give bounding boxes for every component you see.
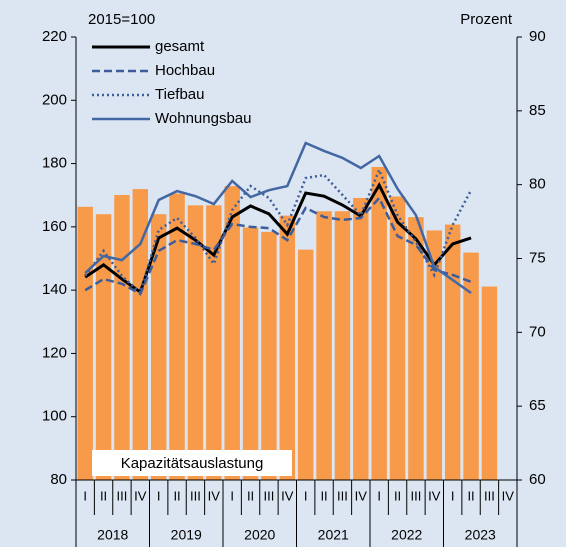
y-tick-label: 200 (42, 91, 67, 108)
x-tick-label: I (230, 488, 234, 503)
x-tick-label: III (484, 488, 495, 503)
bar (279, 215, 296, 480)
x-tick-label: IV (502, 488, 515, 503)
y-tick-label: 180 (42, 155, 67, 172)
y2-tick-label: 70 (529, 323, 546, 340)
year-label: 2021 (318, 527, 349, 543)
legend-label: Wohnungsbau (155, 110, 251, 127)
bar (389, 196, 406, 481)
bar (206, 205, 222, 480)
x-tick-label: IV (428, 488, 441, 503)
x-tick-label: IV (355, 488, 368, 503)
year-label: 2022 (391, 527, 422, 543)
year-label: 2019 (171, 527, 202, 543)
x-tick-label: IV (134, 488, 147, 503)
year-label: 2023 (465, 527, 496, 543)
y2-tick-label: 75 (529, 249, 546, 266)
y-tick-label: 140 (42, 281, 67, 298)
x-tick-label: II (100, 488, 107, 503)
y-tick-label: 220 (42, 28, 67, 45)
legend-label: Hochbau (155, 62, 215, 79)
y-tick-label: 120 (42, 344, 67, 361)
x-tick-label: I (451, 488, 455, 503)
x-tick-label: I (377, 488, 381, 503)
bar (426, 230, 443, 480)
x-tick-label: III (264, 488, 275, 503)
legend-label: Tiefbau (155, 86, 204, 103)
bar (224, 186, 240, 481)
y2-tick-label: 65 (529, 397, 546, 414)
bar (297, 249, 314, 480)
bar (132, 189, 149, 480)
bar (481, 286, 498, 480)
y-tick-label: 160 (42, 218, 67, 235)
x-tick-label: III (117, 488, 128, 503)
bar (353, 197, 369, 480)
bar (334, 211, 351, 480)
line-series (84, 141, 472, 295)
y2-tick-label: 90 (529, 28, 546, 45)
bar-label-box (92, 450, 292, 476)
bar (408, 217, 424, 481)
bar (371, 166, 387, 481)
bar (169, 193, 185, 480)
y2-tick-label: 80 (529, 176, 546, 193)
x-tick-label: II (247, 488, 254, 503)
x-tick-label: III (411, 488, 422, 503)
x-tick-label: II (173, 488, 180, 503)
y2-tick-label: 60 (529, 471, 546, 488)
bar (150, 214, 167, 480)
bar (444, 224, 461, 480)
bar (463, 252, 479, 480)
bar (95, 214, 112, 480)
legend-label: gesamt (155, 38, 205, 55)
bar (316, 211, 332, 480)
year-label: 2020 (244, 527, 275, 543)
bar (77, 206, 93, 481)
x-tick-label: II (394, 488, 401, 503)
x-tick-label: III (337, 488, 348, 503)
x-tick-label: II (320, 488, 327, 503)
bar (261, 231, 277, 480)
bar-label: Kapazitätsauslastung (121, 455, 264, 472)
bar (114, 195, 130, 480)
x-tick-label: III (190, 488, 201, 503)
y-tick-label: 80 (50, 471, 67, 488)
x-tick-label: IV (208, 488, 221, 503)
right-axis-label: Prozent (460, 11, 513, 28)
x-tick-label: II (467, 488, 474, 503)
y2-tick-label: 85 (529, 102, 546, 119)
bar (187, 205, 204, 480)
year-label: 2018 (97, 527, 128, 543)
left-axis-label: 2015=100 (88, 11, 155, 28)
x-tick-label: I (304, 488, 308, 503)
x-tick-label: I (83, 488, 87, 503)
x-tick-label: I (157, 488, 161, 503)
line-series (84, 195, 472, 296)
x-tick-label: IV (281, 488, 294, 503)
bar (242, 227, 259, 480)
y-tick-label: 100 (42, 408, 67, 425)
